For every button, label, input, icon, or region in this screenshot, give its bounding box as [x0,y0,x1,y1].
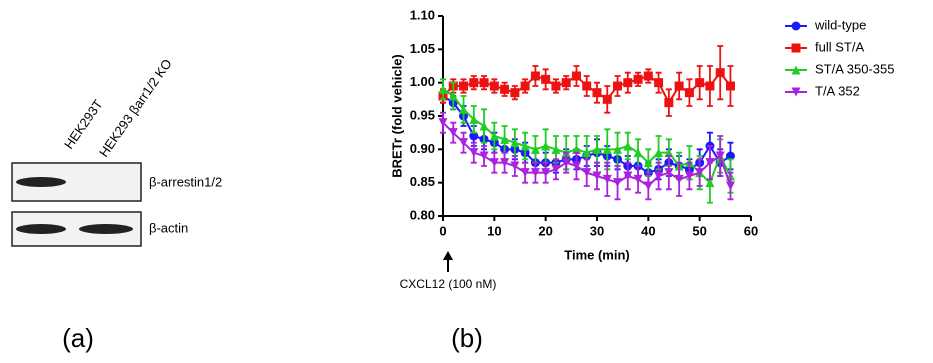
marker [439,85,448,94]
lane-label: HEK293T [61,97,106,152]
figure: HEK293T HEK293 βarr1/2 KO β-arrestin1/2 … [0,0,933,363]
page: HEK293T HEK293 βarr1/2 KO β-arrestin1/2 … [0,0,933,363]
x-axis-title: Time (min) [564,247,630,262]
legend-marker [792,22,801,31]
band [16,177,66,187]
band [16,224,66,234]
panel-label: (b) [451,323,483,353]
marker [562,78,571,87]
marker [603,95,612,104]
x-tick-label: 20 [538,223,552,238]
marker [726,182,735,191]
marker [531,72,540,81]
y-axis-title: BRETr (fold vehicle) [389,54,404,178]
band [79,224,133,234]
marker [685,88,694,97]
lane-label: HEK293 βarr1/2 KO [96,56,175,160]
legend-label: ST/A 350-355 [815,61,895,76]
x-tick-label: 10 [487,223,501,238]
marker [644,182,653,191]
marker [572,72,581,81]
marker [593,88,602,97]
legend-marker [792,44,801,53]
y-tick-label: 1.00 [410,74,435,89]
marker [510,88,519,97]
marker [480,78,489,87]
marker [695,78,704,87]
marker [716,68,725,77]
legend-label: T/A 352 [815,83,860,98]
marker [634,75,643,84]
marker [705,82,714,91]
marker [469,78,478,87]
y-tick-label: 0.90 [410,141,435,156]
y-tick-label: 1.10 [410,7,435,22]
band-label: β-actin [149,220,188,235]
y-tick-label: 1.05 [410,41,435,56]
arrow-head [443,251,453,260]
annotation: CXCL12 (100 nM) [400,277,497,291]
y-tick-label: 0.80 [410,207,435,222]
legend-label: wild-type [814,17,866,32]
marker [582,82,591,91]
x-tick-label: 50 [692,223,706,238]
marker [623,78,632,87]
marker [459,82,468,91]
marker [551,82,560,91]
marker [500,85,509,94]
marker [654,78,663,87]
y-tick-label: 0.95 [410,107,435,122]
marker [541,75,550,84]
marker [644,72,653,81]
x-tick-label: 0 [439,223,446,238]
legend-label: full ST/A [815,39,864,54]
x-tick-label: 40 [641,223,655,238]
marker [613,82,622,91]
x-tick-label: 60 [744,223,758,238]
marker [521,82,530,91]
x-tick-label: 30 [590,223,604,238]
marker [675,82,684,91]
marker [664,98,673,107]
band-label: β-arrestin1/2 [149,174,222,189]
marker [726,82,735,91]
panel-label: (a) [62,323,94,353]
y-tick-label: 0.85 [410,174,435,189]
marker [490,82,499,91]
